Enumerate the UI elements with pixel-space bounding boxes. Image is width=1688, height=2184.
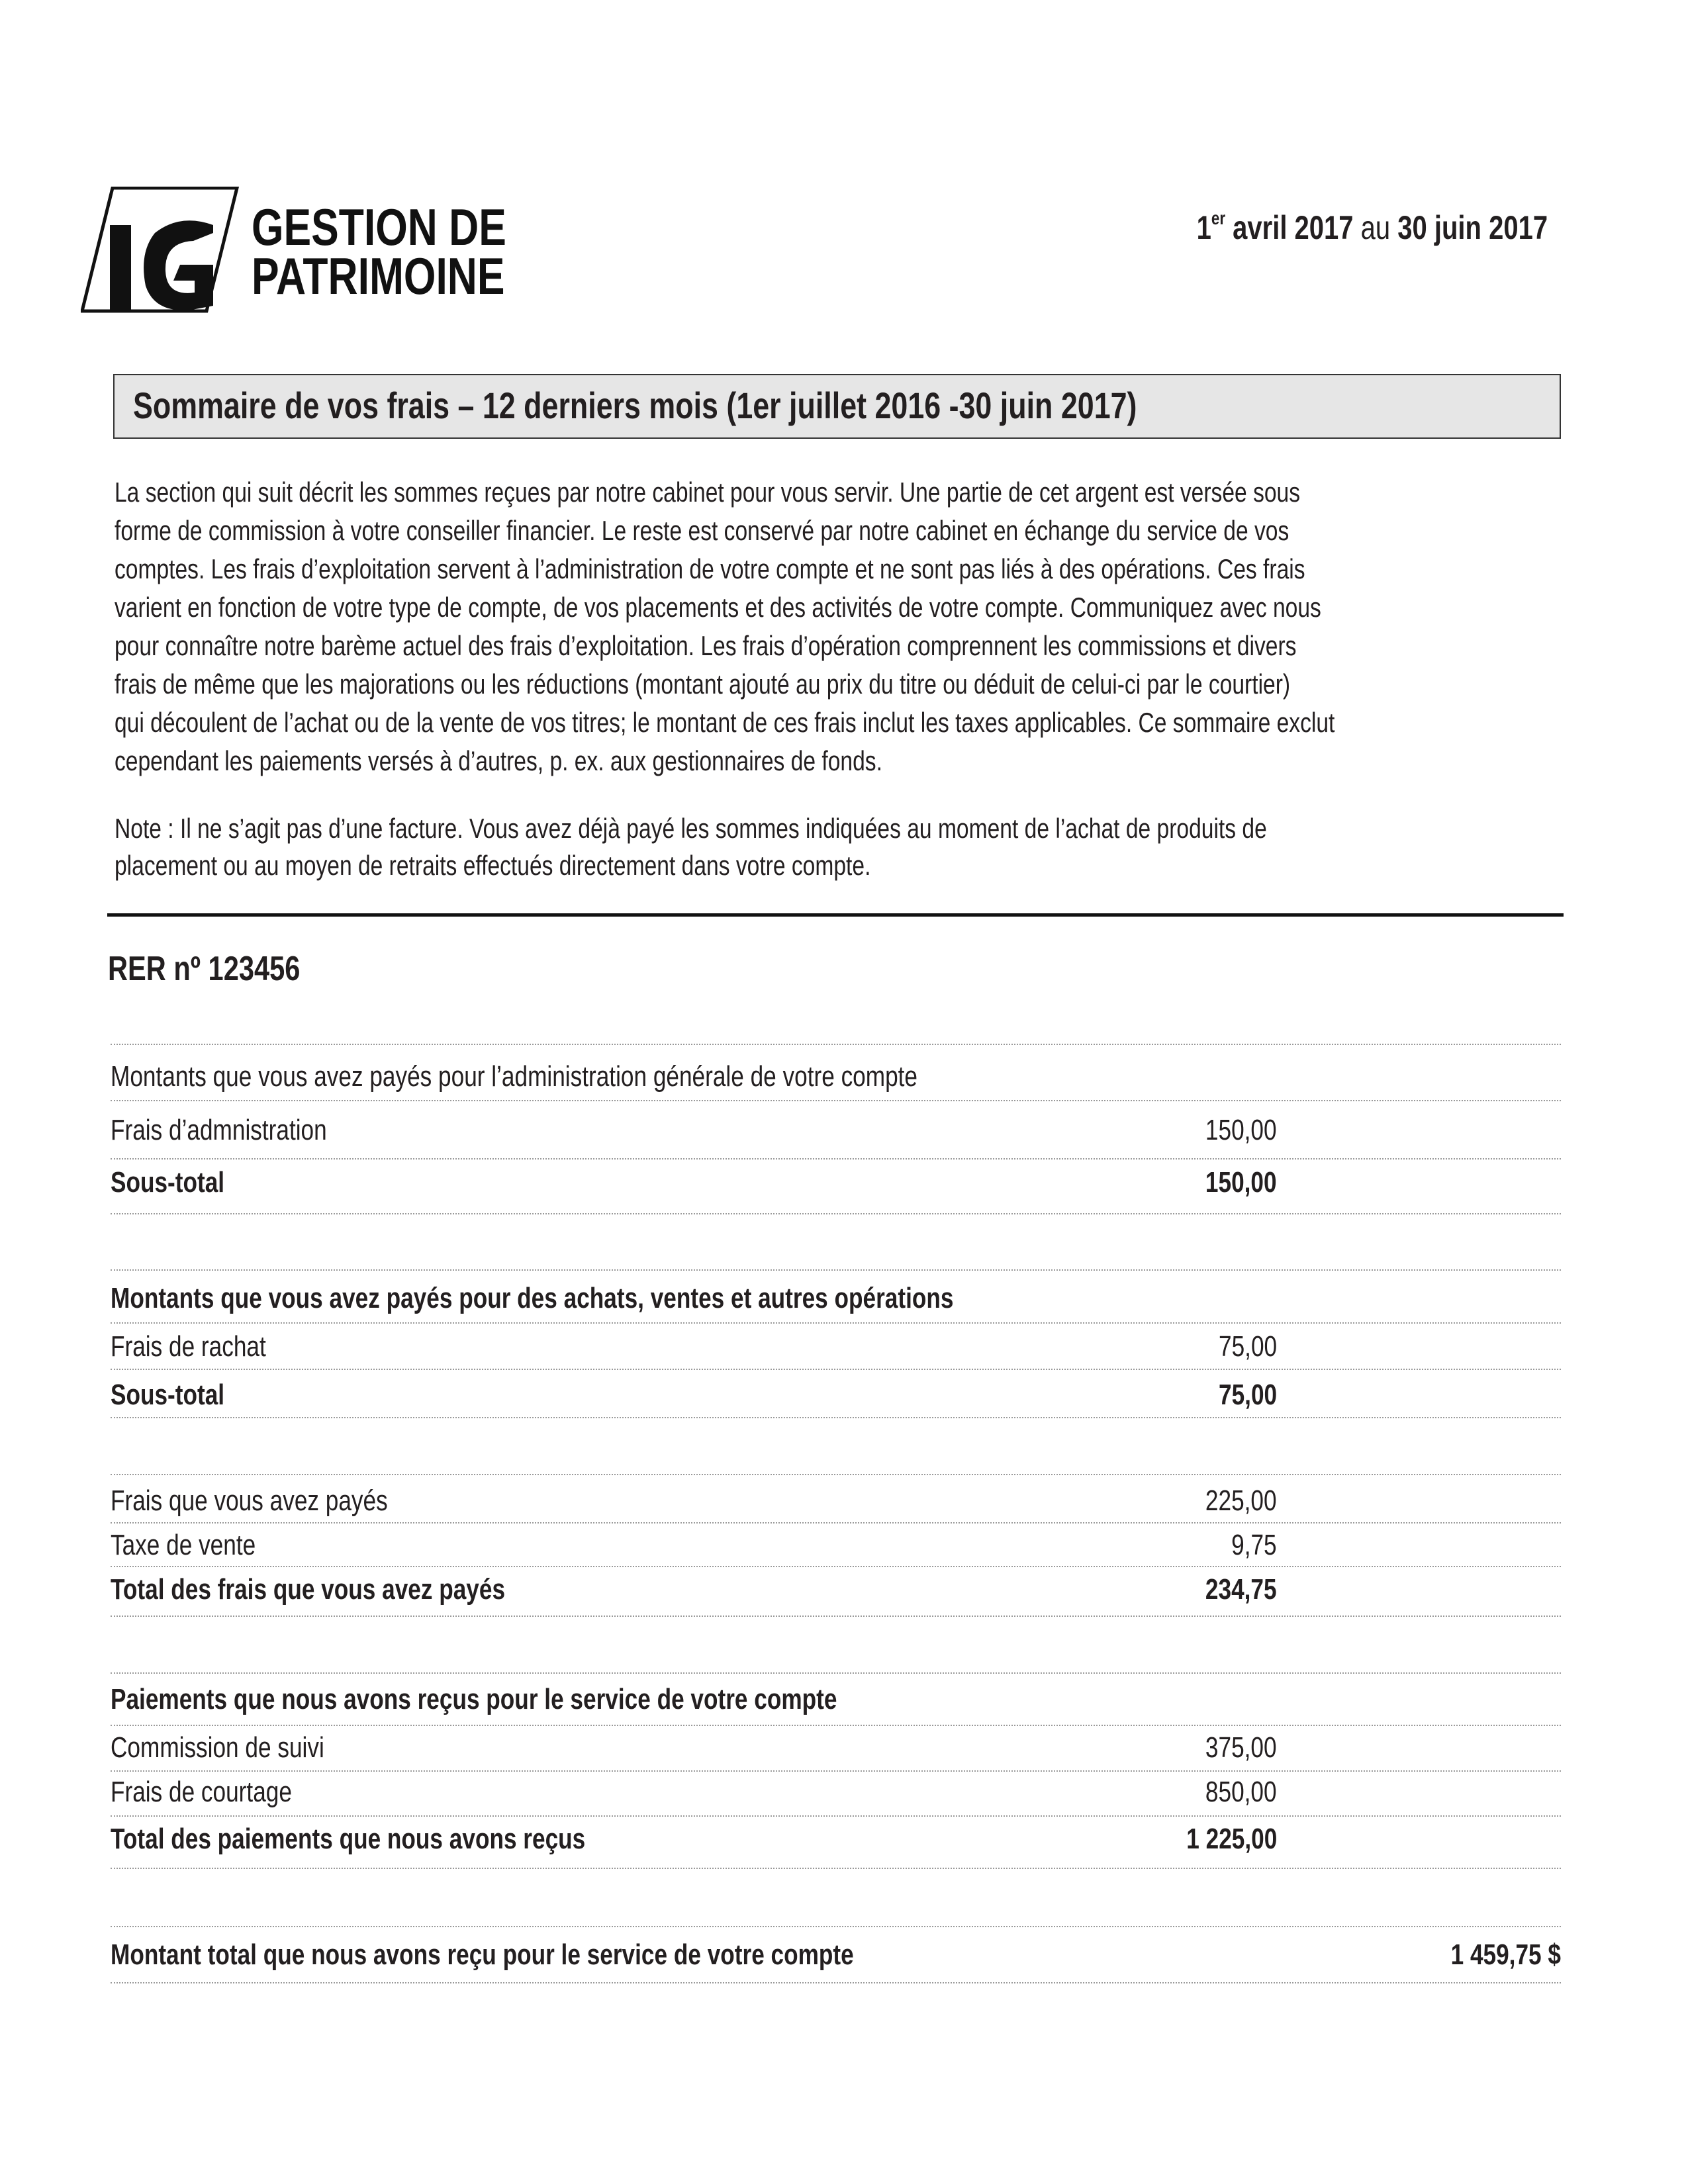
dotted-divider	[111, 1615, 1561, 1617]
row-amount: 850,00	[1205, 1776, 1277, 1808]
dotted-divider	[111, 1868, 1561, 1869]
dotted-divider	[111, 1725, 1561, 1726]
row-amount: 75,00	[1218, 1330, 1277, 1363]
row-label: Paiements que nous avons reçus pour le s…	[111, 1683, 837, 1715]
row-label: Total des frais que vous avez payés	[111, 1573, 506, 1606]
dotted-divider	[111, 1770, 1561, 1772]
row-label: Sous-total	[111, 1166, 225, 1199]
row-amount: 225,00	[1205, 1484, 1277, 1517]
date-connector: au	[1353, 209, 1398, 246]
row-label: Frais d’admnistration	[111, 1114, 327, 1146]
row-label: Total des paiements que nous avons reçus	[111, 1823, 586, 1855]
row-label: Commission de suivi	[111, 1731, 324, 1764]
row-label: Montants que vous avez payés pour l’admi…	[111, 1060, 918, 1093]
dotted-divider	[111, 1044, 1561, 1045]
table-row-subtotal: Sous-total 150,00	[111, 1164, 1561, 1201]
intro-line: pour connaître notre barème actuel des f…	[115, 630, 1297, 661]
row-label: Sous-total	[111, 1379, 225, 1411]
intro-line: varient en fonction de votre type de com…	[115, 592, 1321, 623]
table-row-subtotal: Sous-total 75,00	[111, 1377, 1561, 1414]
date-start: avril 2017	[1225, 209, 1354, 246]
section-title-box: Sommaire de vos frais – 12 derniers mois…	[113, 374, 1561, 439]
dotted-divider	[111, 1566, 1561, 1567]
dotted-divider	[111, 1269, 1561, 1271]
dotted-divider	[111, 1474, 1561, 1475]
table-row: Frais de rachat 75,00	[111, 1328, 1561, 1365]
row-amount: 150,00	[1205, 1114, 1277, 1146]
table-row-section-header: Montants que vous avez payés pour l’admi…	[111, 1058, 1561, 1095]
brand-name-line1: GESTION DE	[252, 198, 506, 256]
date-day: 1	[1196, 209, 1211, 246]
dotted-divider	[111, 1522, 1561, 1524]
note-line: placement ou au moyen de retraits effect…	[115, 850, 871, 881]
dotted-divider	[111, 1672, 1561, 1674]
dotted-divider	[111, 1322, 1561, 1324]
table-row-total: Total des paiements que nous avons reçus…	[111, 1821, 1561, 1858]
brand-name-line2: PATRIMOINE	[252, 247, 505, 305]
dotted-divider	[111, 1369, 1561, 1370]
dotted-divider	[111, 1926, 1561, 1927]
row-label: Montant total que nous avons reçu pour l…	[111, 1938, 854, 1971]
ig-logo-mark-icon	[79, 186, 240, 313]
section-title: Sommaire de vos frais – 12 derniers mois…	[133, 385, 1137, 426]
intro-line: frais de même que les majorations ou les…	[115, 668, 1291, 700]
intro-line: forme de commission à votre conseiller f…	[115, 515, 1289, 546]
row-amount: 9,75	[1231, 1529, 1277, 1561]
row-label: Frais que vous avez payés	[111, 1484, 388, 1517]
dotted-divider	[111, 1100, 1561, 1101]
intro-line: comptes. Les frais d’exploitation serven…	[115, 553, 1305, 584]
row-amount: 234,75	[1205, 1573, 1277, 1606]
statement-period: 1er avril 2017 au 30 juin 2017	[1109, 199, 1548, 248]
row-label: Frais de courtage	[111, 1776, 292, 1808]
table-row: Frais d’admnistration 150,00	[111, 1112, 1561, 1149]
row-amount: 75,00	[1218, 1379, 1277, 1411]
intro-line: cependant les paiements versés à d’autre…	[115, 745, 882, 776]
row-label: Montants que vous avez payés pour des ac…	[111, 1282, 954, 1314]
dotted-divider	[111, 1213, 1561, 1214]
table-row: Frais de courtage 850,00	[111, 1774, 1561, 1811]
note-line: Note : Il ne s’agit pas d’une facture. V…	[115, 813, 1267, 844]
row-amount: 375,00	[1205, 1731, 1277, 1764]
table-row-section-header: Montants que vous avez payés pour des ac…	[111, 1280, 1561, 1317]
date-end: 30 juin 2017	[1397, 209, 1548, 246]
row-label: Taxe de vente	[111, 1529, 256, 1561]
dotted-divider	[111, 1158, 1561, 1160]
row-amount: 1 225,00	[1186, 1823, 1277, 1855]
grand-total-amount: 1 459,75 $	[1450, 1938, 1561, 1971]
dotted-divider	[111, 1815, 1561, 1817]
dotted-divider	[111, 1417, 1561, 1418]
table-row-section-header: Paiements que nous avons reçus pour le s…	[111, 1681, 1561, 1718]
section-divider	[107, 913, 1564, 917]
table-row: Commission de suivi 375,00	[111, 1729, 1561, 1766]
table-row: Taxe de vente 9,75	[111, 1527, 1561, 1564]
table-row: Frais que vous avez payés 225,00	[111, 1482, 1561, 1520]
row-amount: 150,00	[1205, 1166, 1277, 1199]
table-row-grand-total: Montant total que nous avons reçu pour l…	[111, 1936, 1561, 1974]
company-logo: GESTION DE PATRIMOINE	[79, 186, 544, 314]
dotted-divider	[111, 1982, 1561, 1983]
account-title: RER nº 123456	[108, 950, 301, 988]
intro-line: qui découlent de l’achat ou de la vente …	[115, 707, 1335, 738]
intro-line: La section qui suit décrit les sommes re…	[115, 477, 1301, 508]
date-superscript: er	[1211, 208, 1225, 228]
row-label: Frais de rachat	[111, 1330, 266, 1363]
table-row-total: Total des frais que vous avez payés 234,7…	[111, 1571, 1561, 1608]
